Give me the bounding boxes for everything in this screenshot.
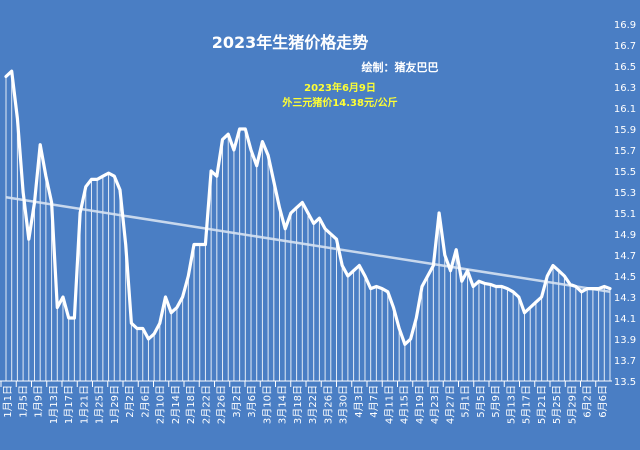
x-tick-label: 5月1日 xyxy=(460,385,472,418)
y-tick-label: 14.9 xyxy=(614,230,636,241)
x-tick-label: 2月18日 xyxy=(185,385,197,424)
x-tick-label: 3月14日 xyxy=(277,385,289,424)
annotation-date: 2023年6月9日 xyxy=(304,81,376,94)
chart-title: 2023年生猪价格走势 xyxy=(212,33,369,52)
x-tick-label: 4月27日 xyxy=(444,385,456,424)
x-tick-label: 2月14日 xyxy=(170,385,182,424)
y-tick-label: 16.5 xyxy=(614,62,636,73)
y-tick-label: 15.3 xyxy=(614,188,636,199)
x-tick-label: 3月22日 xyxy=(307,385,319,424)
x-tick-label: 6月2日 xyxy=(582,385,594,418)
line-layer xyxy=(4,69,612,346)
y-tick-label: 14.3 xyxy=(614,293,636,304)
y-tick-label: 13.9 xyxy=(614,335,636,346)
y-tick-label: 15.7 xyxy=(614,146,636,157)
x-tick-label: 1月17日 xyxy=(63,385,75,424)
x-tick-label: 2月6日 xyxy=(139,385,151,418)
y-tick-label: 16.3 xyxy=(614,83,636,94)
x-tick-label: 5月9日 xyxy=(490,385,502,418)
y-tick-label: 15.9 xyxy=(614,125,636,136)
y-tick-label: 16.9 xyxy=(614,20,636,31)
x-tick-label: 2月10日 xyxy=(155,385,167,424)
x-tick-label: 2月22日 xyxy=(200,385,212,424)
y-axis: 13.5 13.7 13.9 14.1 14.3 14.5 14.7 14.9 15.1 15.3… xyxy=(614,20,636,388)
x-tick-label: 1月13日 xyxy=(48,385,60,424)
x-tick-label: 3月30日 xyxy=(338,385,350,424)
x-tick-label: 4月7日 xyxy=(368,385,380,418)
y-tick-label: 13.7 xyxy=(614,356,636,367)
bars-layer xyxy=(5,71,611,381)
x-tick-label: 5月17日 xyxy=(521,385,533,424)
x-tick-label: 4月19日 xyxy=(414,385,426,424)
x-tick-label: 4月15日 xyxy=(399,385,411,424)
x-tick-label: 2月26日 xyxy=(216,385,228,424)
x-axis: 1月1日 1月5日 1月9日 1月13日 1月17日 1月21日 1月25日 1月29日 2月2… xyxy=(0,380,612,424)
x-tick-label: 5月29日 xyxy=(566,385,578,424)
y-tick-label: 13.5 xyxy=(614,377,636,388)
x-tick-label: 3月10日 xyxy=(261,385,273,424)
x-tick-label: 4月11日 xyxy=(383,385,395,424)
x-tick-label: 3月6日 xyxy=(246,385,258,418)
annotation-price: 外三元猪价14.38元/公斤 xyxy=(281,96,397,109)
x-tick-label: 1月1日 xyxy=(2,385,14,418)
x-tick-label: 1月21日 xyxy=(78,385,90,424)
x-tick-label: 4月23日 xyxy=(429,385,441,424)
trend-line xyxy=(5,196,611,293)
x-tick-label: 1月29日 xyxy=(109,385,121,424)
x-tick-label: 3月2日 xyxy=(231,385,243,418)
x-tick-label: 6月6日 xyxy=(597,385,609,418)
x-tick-label: 1月25日 xyxy=(94,385,106,424)
y-tick-label: 14.1 xyxy=(614,314,636,325)
x-tick-label: 3月26日 xyxy=(322,385,334,424)
y-tick-label: 16.7 xyxy=(614,41,636,52)
y-tick-label: 14.7 xyxy=(614,251,636,262)
x-tick-label: 1月5日 xyxy=(17,385,29,418)
x-tick-label: 5月21日 xyxy=(536,385,548,424)
x-tick-label: 5月13日 xyxy=(505,385,517,424)
x-tick-label: 2月2日 xyxy=(124,385,136,418)
x-tick-label: 3月18日 xyxy=(292,385,304,424)
chart-credit: 绘制：猪友巴巴 xyxy=(362,60,439,74)
x-tick-label: 5月25日 xyxy=(551,385,563,424)
y-tick-label: 14.5 xyxy=(614,272,636,283)
price-line xyxy=(4,69,612,346)
trend-layer xyxy=(5,196,611,293)
x-tick-label: 5月5日 xyxy=(475,385,487,418)
x-tick-label: 4月3日 xyxy=(353,385,365,418)
y-tick-label: 16.1 xyxy=(614,104,636,115)
y-tick-label: 15.1 xyxy=(614,209,636,220)
x-tick-label: 1月9日 xyxy=(33,385,45,418)
y-tick-label: 15.5 xyxy=(614,167,636,178)
